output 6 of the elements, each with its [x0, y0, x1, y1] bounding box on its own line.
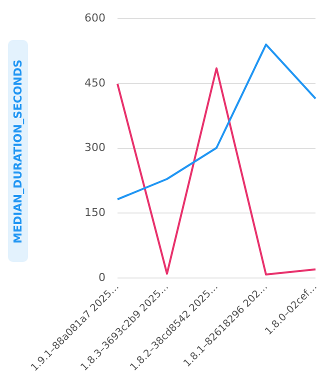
- y-tick-label: 300: [84, 141, 106, 154]
- y-tick-label: 0: [98, 270, 106, 284]
- y-axis-title: MEDIAN_DURATION_SECONDS: [12, 59, 24, 243]
- y-tick-label: 150: [84, 206, 106, 220]
- y-tick-label: 600: [84, 11, 106, 24]
- y-tick-label: 450: [84, 76, 106, 90]
